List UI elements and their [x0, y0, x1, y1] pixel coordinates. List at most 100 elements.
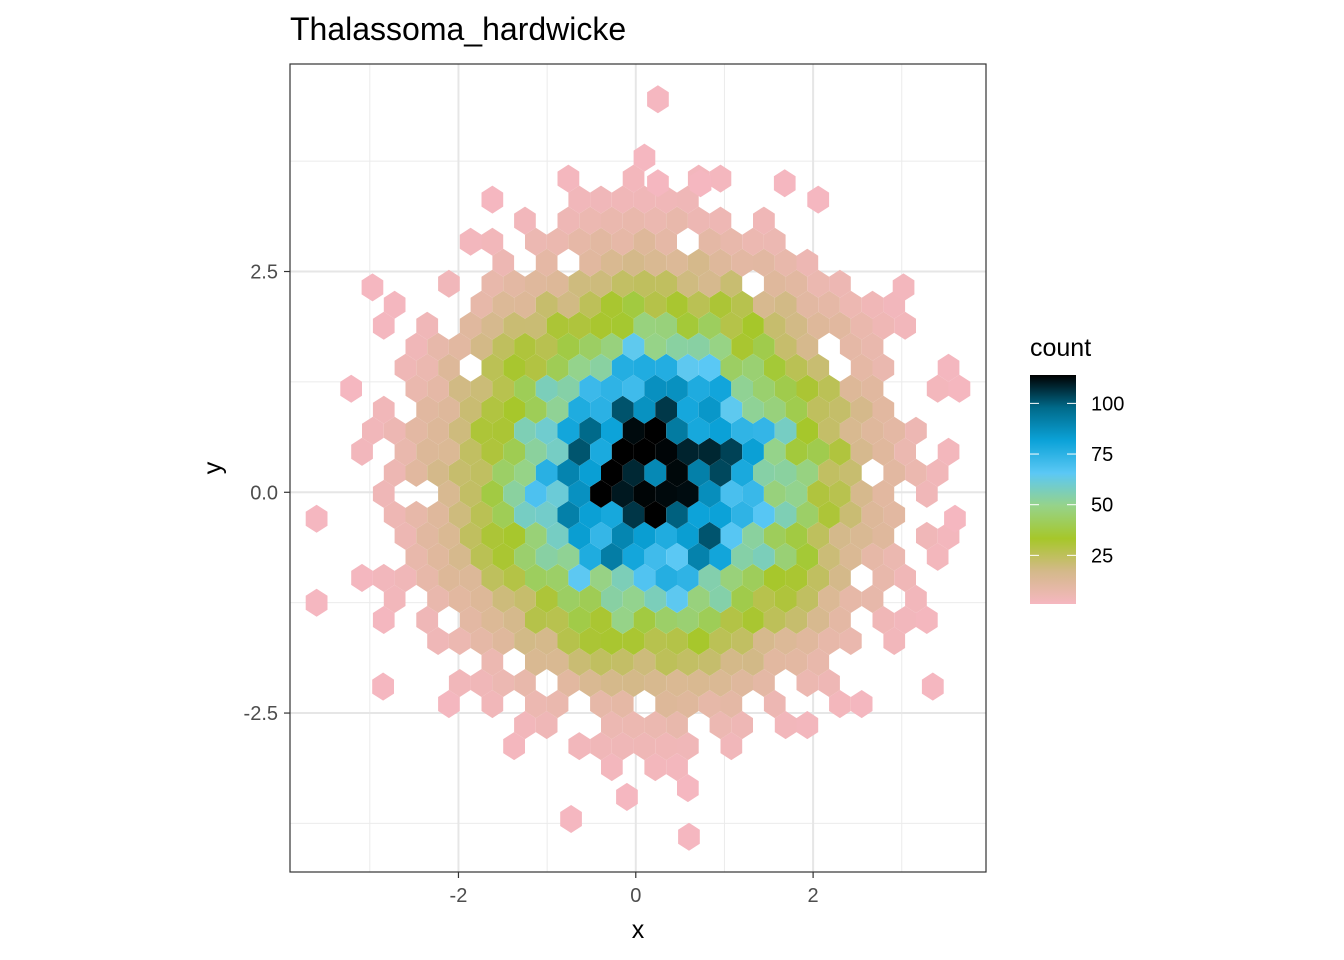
- hex-cell: [427, 627, 449, 655]
- hex-cell: [470, 332, 493, 361]
- hex-cell: [655, 395, 677, 424]
- hex-cell: [829, 395, 851, 424]
- hex-cell: [818, 290, 840, 319]
- hex-cell: [796, 332, 819, 361]
- hex-cell: [622, 248, 645, 277]
- hex-cell: [438, 437, 460, 466]
- hex-cell: [535, 500, 558, 529]
- hex-cell: [763, 353, 786, 382]
- hex-cell: [818, 416, 840, 445]
- hex-cell: [883, 627, 906, 655]
- hex-cell: [579, 248, 601, 277]
- hex-cell: [678, 822, 700, 851]
- hex-cell: [655, 606, 677, 634]
- hex-cell: [948, 374, 971, 403]
- hex-cell: [937, 353, 960, 382]
- legend-tick-label: 100: [1091, 393, 1124, 415]
- hex-cell: [742, 353, 764, 382]
- hex-cell: [709, 542, 732, 571]
- hex-cell: [753, 332, 775, 361]
- hex-cell: [647, 169, 669, 198]
- hex-cell: [644, 627, 667, 655]
- hex-cell: [763, 227, 786, 256]
- hex-cell: [590, 690, 612, 719]
- hex-cell: [894, 606, 916, 634]
- hex-cell: [590, 648, 612, 676]
- hex-cell: [459, 311, 482, 340]
- hex-cell: [742, 437, 764, 466]
- hex-cell: [753, 458, 775, 487]
- hex-cell: [763, 563, 786, 592]
- hex-cell: [807, 606, 830, 634]
- hex-cell: [481, 185, 504, 214]
- hex-cell: [470, 374, 493, 403]
- hex-cell: [622, 374, 645, 403]
- hex-cell: [514, 206, 536, 235]
- hex-cell: [709, 584, 732, 613]
- hex-cell: [579, 542, 601, 571]
- hex-cell: [622, 458, 645, 487]
- hex-cell: [633, 732, 656, 761]
- hex-cell: [894, 311, 916, 340]
- hex-cell: [698, 690, 721, 719]
- hex-cell: [611, 690, 634, 719]
- hex-cell: [416, 606, 439, 634]
- hex-cell: [698, 648, 721, 676]
- hex-cell: [492, 500, 515, 529]
- hex-cell: [568, 479, 591, 508]
- hex-cell: [492, 248, 515, 277]
- hex-cell: [427, 458, 449, 487]
- hex-cell: [677, 479, 699, 508]
- hex-cell: [818, 542, 840, 571]
- hex-cell: [546, 690, 569, 719]
- hex-cell: [753, 374, 775, 403]
- hex-cell: [633, 521, 656, 550]
- hex-cell: [720, 311, 743, 340]
- hex-cell: [883, 416, 906, 445]
- hex-cell: [438, 479, 460, 508]
- hex-cell: [655, 690, 677, 719]
- hex-cell: [774, 500, 797, 529]
- hex-cell: [492, 374, 515, 403]
- hex-cell: [535, 458, 558, 487]
- hex-cell: [839, 332, 862, 361]
- hex-cell: [763, 690, 786, 719]
- hex-cell: [579, 584, 601, 613]
- hex-cell: [644, 458, 667, 487]
- hex-cell: [622, 332, 645, 361]
- hex-cell: [525, 269, 547, 298]
- hex-cell: [427, 500, 449, 529]
- hex-cell: [839, 500, 862, 529]
- hex-cell: [731, 458, 753, 487]
- legend-tick-label: 50: [1091, 495, 1113, 517]
- hex-cell: [916, 521, 938, 550]
- hex-cell: [492, 290, 515, 319]
- hex-cell: [785, 563, 808, 592]
- hex-cell: [644, 290, 667, 319]
- hex-cell: [579, 669, 601, 697]
- hex-cell: [514, 711, 536, 740]
- hex-cell: [448, 669, 471, 697]
- hex-cell: [892, 273, 915, 302]
- hex-cell: [926, 458, 949, 487]
- hex-cell: [459, 521, 482, 550]
- hex-cell: [839, 584, 862, 613]
- hex-cell: [611, 563, 634, 592]
- hex-cell: [796, 458, 819, 487]
- hex-cell: [698, 521, 721, 550]
- hex-cell: [687, 542, 710, 571]
- hex-cell: [644, 669, 667, 697]
- hex-cell: [557, 542, 580, 571]
- hex-cell: [492, 584, 515, 613]
- hex-cell: [557, 164, 580, 193]
- hex-cell: [503, 479, 525, 508]
- hex-cell: [796, 711, 819, 740]
- hex-cell: [503, 437, 525, 466]
- hex-cell: [666, 753, 688, 782]
- hex-cell: [579, 458, 601, 487]
- x-tick-label: -2: [450, 885, 468, 907]
- hex-cell: [839, 290, 862, 319]
- hex-cell: [709, 711, 732, 740]
- hex-cell: [633, 563, 656, 592]
